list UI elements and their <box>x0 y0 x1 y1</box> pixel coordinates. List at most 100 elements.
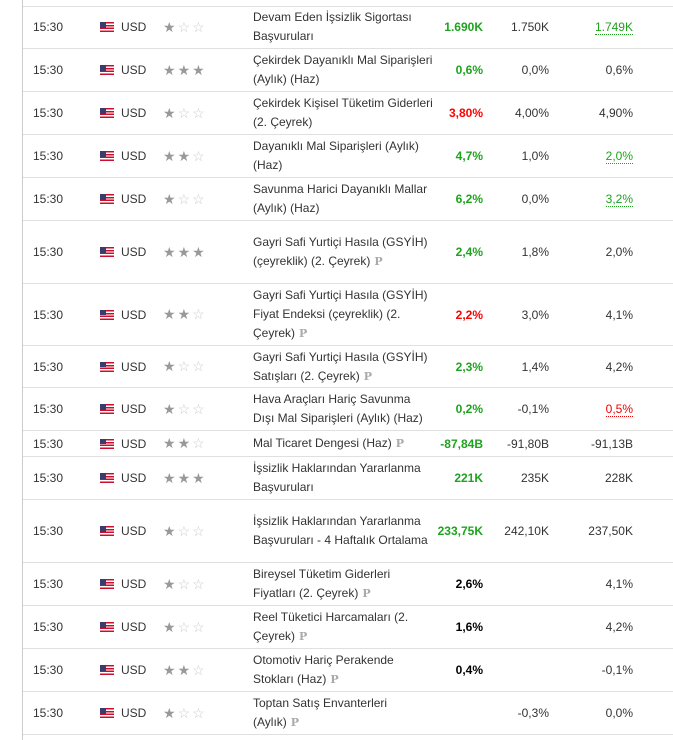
star-filled-icon: ★ <box>163 522 178 539</box>
us-flag-icon <box>100 431 114 456</box>
table-row[interactable]: 15:30 USD ★ ☆ ☆ Savunma Harici Dayanıklı M… <box>23 178 673 221</box>
table-row[interactable]: 15:30 USD ★ ☆ ☆ İşsizlik Haklarından Yarar… <box>23 500 673 563</box>
event-link[interactable]: Reel Tüketici Harcamaları (2. Çeyrek) <box>253 610 409 643</box>
previous-value: 228K <box>605 457 633 499</box>
currency: USD <box>121 307 147 322</box>
previous-value-text: 2,0% <box>605 245 633 259</box>
event-link[interactable]: Çekirdek Kişisel Tüketim Giderleri (2. Ç… <box>253 96 433 129</box>
table-row[interactable]: 15:30 USD ★ ☆ ☆ Reel Tüketici Harcamaları … <box>23 606 673 649</box>
us-flag-icon <box>100 49 114 91</box>
event-link[interactable]: Otomotiv Hariç Perakende Stokları (Haz) <box>253 653 394 686</box>
event-link[interactable]: Savunma Harici Dayanıklı Mallar (Aylık) … <box>253 182 428 215</box>
star-filled-icon: ★ <box>163 104 178 121</box>
event-link[interactable]: Devam Eden İşsizlik Sigortası Başvurular… <box>253 10 412 43</box>
table-row[interactable]: 15:30 USD ★ ★ ★ Gayri Safi Yurtiçi Hasıla … <box>23 221 673 284</box>
star-empty-icon: ☆ <box>192 522 207 539</box>
importance-stars: ★ ☆ ☆ <box>163 692 207 734</box>
star-empty-icon: ☆ <box>192 575 207 592</box>
event-link[interactable]: Çekirdek Dayanıklı Mal Siparişleri (Aylı… <box>253 53 433 86</box>
us-flag-icon <box>100 388 114 430</box>
star-filled-icon: ★ <box>163 661 178 678</box>
forecast-value: -91,80B <box>506 436 549 451</box>
forecast-value: 1,0% <box>521 149 549 163</box>
event-link[interactable]: Hava Araçları Hariç Savunma Dışı Mal Sip… <box>253 392 423 425</box>
forecast-value: 235K <box>520 471 549 485</box>
table-row[interactable]: 15:30 USD ★ ☆ ☆ Toptan Satış Envanterleri … <box>23 692 673 735</box>
event-link[interactable]: Mal Ticaret Dengesi (Haz) <box>253 436 392 450</box>
us-flag-icon <box>100 221 114 283</box>
us-flag-icon <box>100 346 114 387</box>
event-time: 15:30 <box>33 706 64 720</box>
previous-value-text[interactable]: 1.749K <box>594 19 633 35</box>
previous-value-text: 0,6% <box>605 63 633 77</box>
table-row[interactable]: 15:30 USD ★ ★ ★ Çekirdek Dayanıklı Mal Sip… <box>23 49 673 92</box>
actual-value: 221K <box>454 471 483 485</box>
event-time: 15:30 <box>33 63 64 77</box>
table-row[interactable]: 15:30 USD ★ ★ ☆ Dayanıklı Mal Siparişleri … <box>23 135 673 178</box>
previous-value-text: 4,90% <box>598 106 633 120</box>
table-row[interactable]: 15:30 USD ★ ☆ ☆ Hava Araçları Hariç Savunm… <box>23 388 673 431</box>
star-filled-icon: ★ <box>163 435 178 451</box>
table-row[interactable]: 15:30 USD ★ ★ ☆ Mal Ticaret Dengesi (Haz) P… <box>23 431 673 457</box>
table-row-partial <box>23 0 673 7</box>
event-name-cell: Hava Araçları Hariç Savunma Dışı Mal Sip… <box>253 388 433 430</box>
previous-value: 2,0% <box>605 135 633 177</box>
previous-value: 4,2% <box>606 606 633 648</box>
table-row[interactable]: 15:30 USD ★ ☆ ☆ Gayri Safi Yurtiçi Hasıla … <box>23 346 673 388</box>
star-filled-icon: ★ <box>163 704 178 721</box>
us-flag-icon <box>100 500 114 562</box>
table-row[interactable]: 15:30 USD ★ ☆ ☆ Çekirdek Kişisel Tüketim G… <box>23 92 673 135</box>
preliminary-icon: P <box>330 673 339 686</box>
previous-value: 4,2% <box>606 346 633 387</box>
event-time: 15:30 <box>33 20 64 34</box>
table-row[interactable]: 15:30 USD ★ ☆ ☆ Bireysel Tüketim Giderleri… <box>23 563 673 606</box>
previous-value-text[interactable]: 3,2% <box>605 191 633 207</box>
event-link[interactable]: İşsizlik Haklarından Yararlanma Başvurul… <box>253 514 428 547</box>
star-empty-icon: ☆ <box>192 400 207 417</box>
star-filled-icon: ★ <box>163 18 178 35</box>
event-link[interactable]: Dayanıklı Mal Siparişleri (Aylık) (Haz) <box>253 139 419 172</box>
event-name-cell: Çekirdek Kişisel Tüketim Giderleri (2. Ç… <box>253 92 433 134</box>
forecast-value: 0,0% <box>521 192 549 206</box>
event-link[interactable]: Bireysel Tüketim Giderleri Fiyatları (2.… <box>253 567 391 600</box>
event-link[interactable]: İşsizlik Haklarından Yararlanma Başvurul… <box>253 461 421 494</box>
actual-value: 2,3% <box>455 359 483 374</box>
importance-stars: ★ ☆ ☆ <box>163 178 207 220</box>
actual-value: 2,6% <box>455 577 483 591</box>
star-filled-icon: ★ <box>177 306 193 322</box>
currency: USD <box>121 706 147 720</box>
event-link[interactable]: Gayri Safi Yurtiçi Hasıla (GSYİH) (çeyre… <box>253 235 428 268</box>
table-row[interactable]: 15:30 USD ★ ★ ★ İşsizlik Haklarından Yarar… <box>23 457 673 500</box>
event-name-cell: Reel Tüketici Harcamaları (2. Çeyrek) P <box>253 606 433 648</box>
previous-value-text[interactable]: 0,5% <box>605 401 633 417</box>
previous-value-text[interactable]: 2,0% <box>605 148 633 164</box>
event-link[interactable]: Toptan Satış Envanterleri (Aylık) <box>253 696 388 729</box>
table-left-border <box>22 0 23 740</box>
event-name-cell: Çekirdek Dayanıklı Mal Siparişleri (Aylı… <box>253 49 433 91</box>
actual-value: 2,4% <box>455 245 483 259</box>
us-flag-icon <box>100 178 114 220</box>
table-row[interactable]: 15:30 USD ★ ☆ ☆ Devam Eden İşsizlik Sigort… <box>23 6 673 49</box>
event-link[interactable]: Gayri Safi Yurtiçi Hasıla (GSYİH) Satışl… <box>253 349 428 383</box>
us-flag-icon <box>100 92 114 134</box>
table-row[interactable]: 15:30 USD ★ ★ ☆ Otomotiv Hariç Perakende S… <box>23 649 673 692</box>
star-empty-icon: ☆ <box>177 618 193 635</box>
forecast-value: 1,4% <box>521 359 549 374</box>
star-filled-icon: ★ <box>163 306 178 322</box>
event-name-cell: Mal Ticaret Dengesi (Haz) P <box>253 431 433 456</box>
preliminary-icon: P <box>395 437 404 450</box>
preliminary-icon: P <box>362 587 371 600</box>
star-filled-icon: ★ <box>163 618 178 635</box>
importance-stars: ★ ★ ★ <box>163 49 207 91</box>
us-flag-icon <box>100 692 114 734</box>
previous-value-text: 0,0% <box>605 706 633 720</box>
previous-value: 4,90% <box>599 92 633 134</box>
table-row[interactable]: 15:30 USD ★ ★ ☆ Gayri Safi Yurtiçi Hasıla … <box>23 284 673 346</box>
actual-value: 1.690K <box>444 20 483 34</box>
forecast-value: -0,1% <box>517 402 549 416</box>
event-time: 15:30 <box>33 149 64 163</box>
currency: USD <box>121 20 147 34</box>
event-link[interactable]: Gayri Safi Yurtiçi Hasıla (GSYİH) Fiyat … <box>253 288 428 340</box>
event-time: 15:30 <box>33 402 64 416</box>
star-empty-icon: ☆ <box>192 618 207 635</box>
